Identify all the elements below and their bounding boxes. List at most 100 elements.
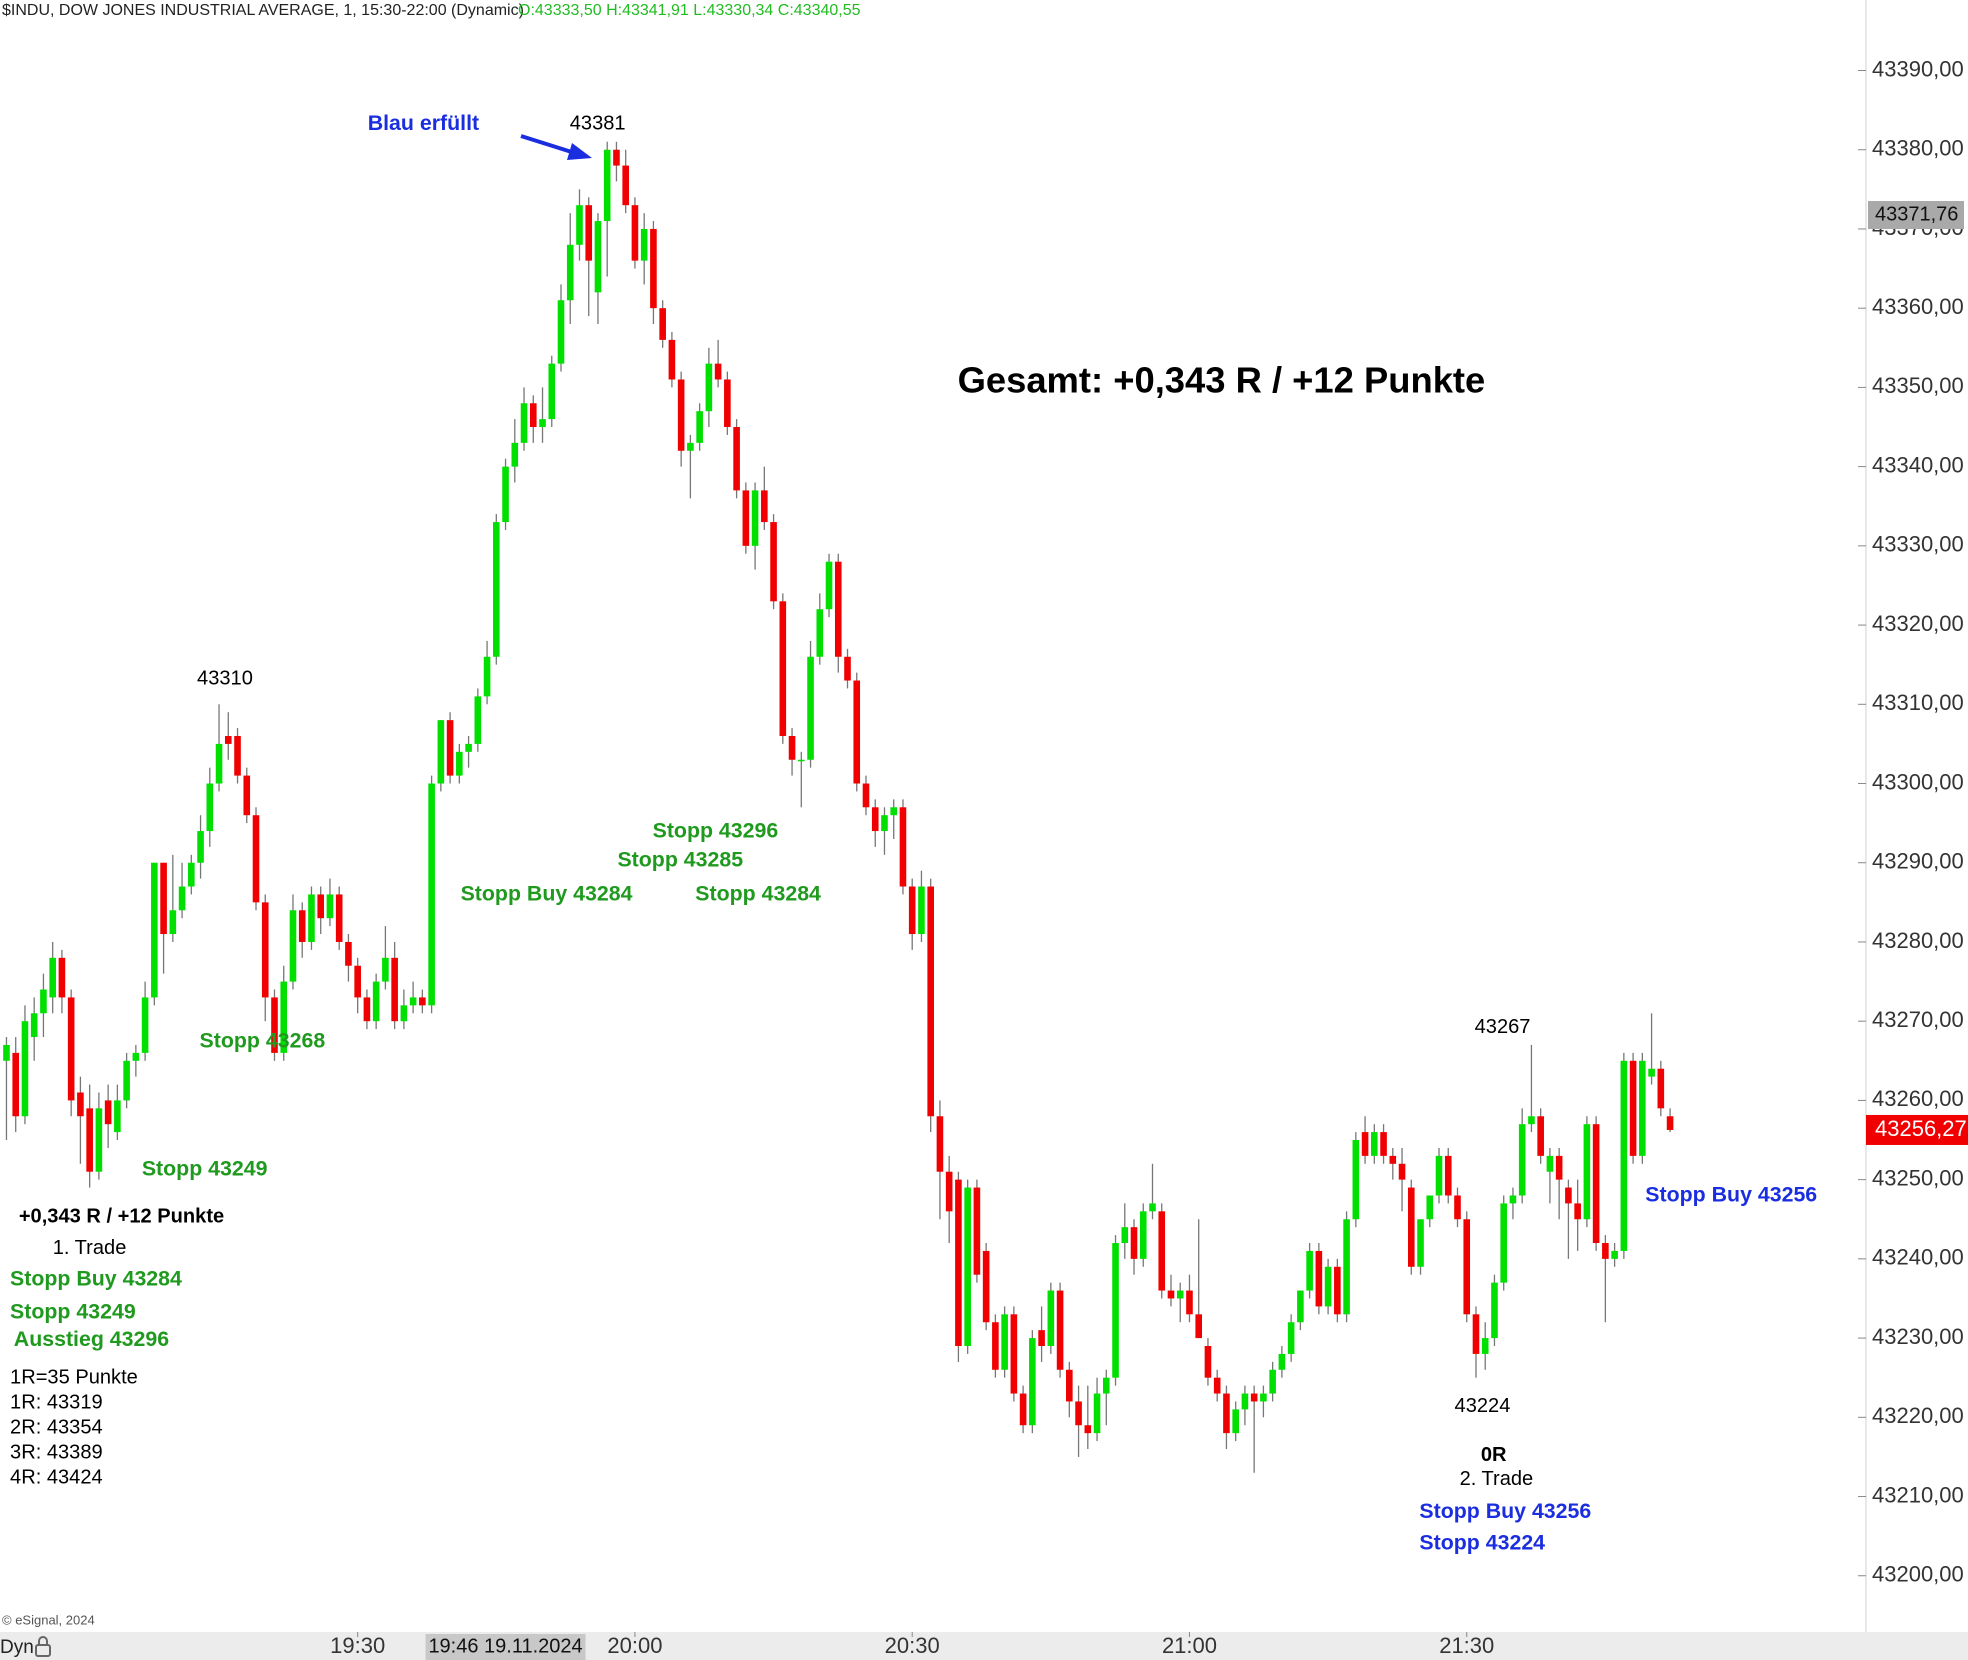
candle-body bbox=[705, 363, 713, 412]
candle-body bbox=[1518, 1124, 1526, 1196]
candle-body bbox=[419, 997, 426, 1006]
candle-body bbox=[797, 759, 805, 762]
candle-body bbox=[576, 205, 583, 245]
candle-body bbox=[252, 815, 260, 903]
candle-body bbox=[446, 720, 454, 776]
candle-body bbox=[668, 339, 676, 380]
candle-body bbox=[1435, 1155, 1443, 1196]
candle-body bbox=[1158, 1211, 1166, 1291]
candle-body bbox=[1121, 1227, 1129, 1244]
candle-body bbox=[529, 403, 537, 428]
candle-body bbox=[714, 363, 722, 380]
candle-body bbox=[141, 997, 149, 1053]
annotation: 2R: 43354 bbox=[10, 1416, 103, 1438]
candle-body bbox=[761, 490, 768, 523]
candle-body bbox=[1592, 1124, 1600, 1244]
candle-body bbox=[1001, 1314, 1008, 1370]
candle-body bbox=[132, 1052, 140, 1061]
candle-body bbox=[1204, 1346, 1212, 1378]
candle-body bbox=[1611, 1250, 1618, 1259]
candle-body bbox=[1602, 1243, 1609, 1259]
ohlc-readout: O:43333,50 H:43341,91 L:43330,34 C:43340… bbox=[518, 2, 861, 19]
candle-body bbox=[1583, 1124, 1591, 1220]
candle-body bbox=[1565, 1187, 1572, 1204]
candle-body bbox=[465, 743, 472, 752]
y-tick-label: 43210,00 bbox=[1872, 1482, 1964, 1507]
candle-body bbox=[622, 165, 629, 206]
candle-body bbox=[1491, 1282, 1498, 1339]
x-tick-label: 21:00 bbox=[1162, 1633, 1217, 1658]
candle-body bbox=[151, 862, 158, 998]
candle-body bbox=[1149, 1203, 1156, 1212]
candle-body bbox=[945, 1171, 953, 1212]
y-tick-label: 43290,00 bbox=[1872, 849, 1964, 874]
candle-body bbox=[1426, 1195, 1434, 1220]
candle-body bbox=[86, 1108, 93, 1172]
candle-body bbox=[1176, 1290, 1184, 1299]
candle-body bbox=[566, 244, 574, 301]
candle-body bbox=[215, 743, 223, 784]
mode-label: Dyn bbox=[0, 1637, 34, 1658]
candle-body bbox=[853, 680, 861, 784]
candle-body bbox=[1528, 1116, 1535, 1125]
candle-body bbox=[1481, 1338, 1489, 1354]
candle-body bbox=[881, 815, 888, 832]
candle-body bbox=[1361, 1132, 1369, 1156]
y-tick-label: 43330,00 bbox=[1872, 532, 1964, 557]
candle-body bbox=[1223, 1393, 1230, 1434]
candle-body bbox=[687, 442, 694, 451]
candle-body bbox=[1620, 1060, 1628, 1251]
candle-body bbox=[1306, 1250, 1313, 1291]
candle-body bbox=[1555, 1155, 1563, 1180]
candle-body bbox=[234, 735, 241, 776]
annotation: Stopp Buy 43256 bbox=[1419, 1499, 1591, 1523]
y-tick-label: 43230,00 bbox=[1872, 1324, 1964, 1349]
candle-body bbox=[280, 981, 288, 1053]
candle-body bbox=[862, 783, 870, 808]
candle-body bbox=[289, 910, 297, 982]
crosshair-time-label: 19:46 19.11.2024 bbox=[428, 1635, 582, 1657]
candle-body bbox=[1112, 1243, 1119, 1378]
candle-body bbox=[899, 807, 907, 887]
candle-body bbox=[1093, 1393, 1101, 1434]
annotation: 43224 bbox=[1455, 1395, 1511, 1417]
candle-body bbox=[1250, 1393, 1258, 1402]
candle-body bbox=[493, 522, 500, 657]
candle-body bbox=[742, 490, 750, 546]
candle-body bbox=[1546, 1155, 1554, 1172]
candle-body bbox=[67, 997, 75, 1101]
y-tick-label: 43280,00 bbox=[1872, 928, 1964, 953]
candle-body bbox=[834, 561, 842, 657]
candle-body bbox=[585, 205, 593, 261]
annotation: 3R: 43389 bbox=[10, 1442, 103, 1464]
annotation: Stopp 43224 bbox=[1419, 1530, 1545, 1554]
time-axis-bar bbox=[0, 1632, 1968, 1660]
annotation: Stopp Buy 43256 bbox=[1645, 1183, 1817, 1207]
candle-body bbox=[918, 886, 925, 935]
copyright: © eSignal, 2024 bbox=[2, 1612, 95, 1627]
candle-body bbox=[779, 601, 787, 736]
candle-body bbox=[890, 807, 898, 816]
annotation: 1R: 43319 bbox=[10, 1391, 103, 1413]
candle-body bbox=[428, 783, 435, 1006]
candle-body bbox=[95, 1108, 103, 1172]
candle-body bbox=[1352, 1140, 1360, 1220]
y-tick-label: 43350,00 bbox=[1872, 373, 1964, 398]
annotation: 0R bbox=[1481, 1444, 1507, 1466]
candle-body bbox=[594, 221, 602, 293]
candle-body bbox=[197, 831, 204, 863]
candle-body bbox=[1278, 1353, 1286, 1370]
y-tick-label: 43380,00 bbox=[1872, 136, 1964, 161]
candle-body bbox=[1269, 1369, 1276, 1394]
candle-body bbox=[973, 1187, 981, 1275]
candle-body bbox=[372, 981, 380, 1022]
candle-body bbox=[1038, 1330, 1045, 1347]
candle-body bbox=[21, 1021, 29, 1117]
candle-body bbox=[816, 609, 824, 657]
candle-body bbox=[1213, 1377, 1221, 1394]
candle-body bbox=[1407, 1187, 1415, 1267]
x-tick-label: 20:30 bbox=[885, 1633, 940, 1658]
candle-body bbox=[871, 807, 879, 832]
